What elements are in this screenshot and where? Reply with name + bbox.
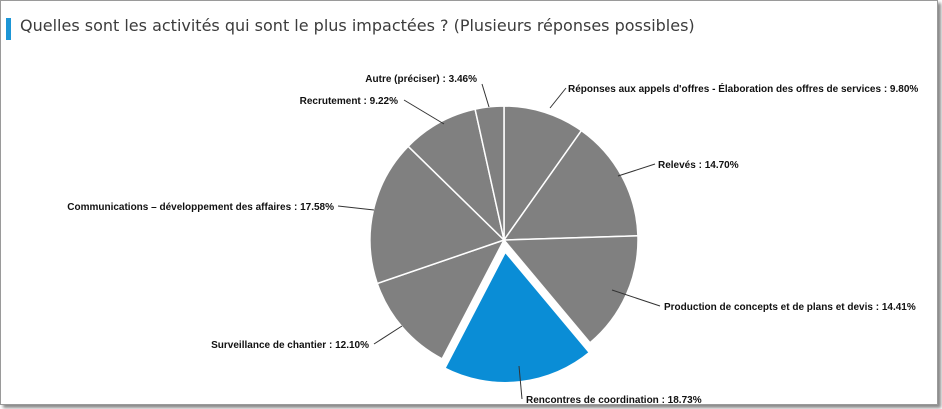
slice-label: Surveillance de chantier : 12.10% bbox=[211, 340, 369, 351]
leader-line bbox=[481, 83, 490, 108]
leader-line bbox=[403, 99, 445, 125]
slice-label: Production de concepts et de plans et de… bbox=[664, 302, 916, 313]
slice-label: Autre (préciser) : 3.46% bbox=[365, 74, 477, 85]
slice-label: Communications – développement des affai… bbox=[67, 202, 334, 213]
title-accent-bar bbox=[6, 18, 11, 40]
leader-line bbox=[337, 205, 375, 211]
chart-title: Quelles sont les activités qui sont le p… bbox=[20, 16, 695, 35]
slice-label: Relevés : 14.70% bbox=[658, 160, 739, 171]
leader-line bbox=[549, 87, 567, 109]
slice-label: Recrutement : 9.22% bbox=[300, 96, 398, 107]
pie-slice bbox=[376, 238, 506, 360]
slice-label: Réponses aux appels d'offres - Élaborati… bbox=[568, 82, 918, 95]
leader-line bbox=[518, 365, 523, 400]
pie-slice bbox=[503, 105, 583, 243]
pie-slice bbox=[407, 108, 506, 243]
leader-line bbox=[617, 163, 656, 177]
leader-line bbox=[373, 325, 403, 345]
pie-slice bbox=[440, 246, 594, 386]
pie-slice bbox=[474, 105, 505, 241]
pie-slice bbox=[369, 145, 506, 285]
pie-slice bbox=[502, 129, 639, 241]
slice-label: Rencontres de coordination : 18.73% bbox=[526, 395, 702, 406]
leader-line bbox=[611, 289, 661, 307]
